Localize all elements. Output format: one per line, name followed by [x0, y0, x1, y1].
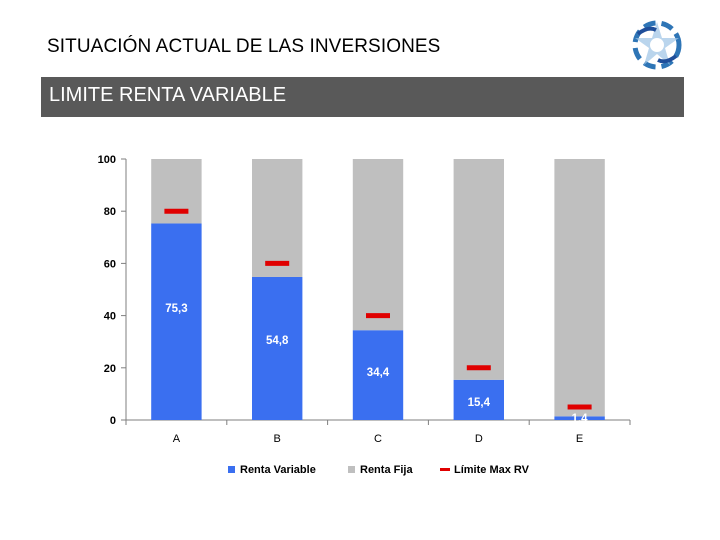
- legend-swatch-renta-fija: [348, 466, 355, 473]
- data-label: 54,8: [266, 335, 289, 347]
- y-tick-label: 100: [98, 154, 116, 166]
- bar-renta-variable: [151, 223, 202, 420]
- data-label: 75,3: [165, 303, 187, 315]
- y-tick-label: 80: [104, 206, 116, 218]
- y-tick-label: 0: [110, 415, 116, 427]
- chart-legend: Renta Variable Renta Fija Límite Max RV: [228, 464, 530, 476]
- legend-label-renta-fija: Renta Fija: [360, 464, 413, 476]
- bar-renta-fija: [352, 159, 404, 331]
- y-tick-label: 20: [104, 363, 116, 375]
- bar-renta-fija: [554, 159, 605, 417]
- legend-swatch-renta-variable: [228, 466, 235, 473]
- data-label: 15,4: [468, 397, 491, 409]
- y-tick-label: 60: [104, 258, 116, 270]
- bar-renta-fija: [453, 159, 504, 380]
- chart-bars: [151, 159, 605, 420]
- legend-label-renta-variable: Renta Variable: [240, 464, 316, 476]
- chart-data-labels: 75,3 54,8 34,4 15,4 1,4: [165, 303, 588, 425]
- bar-renta-variable: [252, 276, 303, 420]
- x-category-label: D: [475, 433, 483, 445]
- data-label: 34,4: [367, 367, 390, 379]
- bar-renta-variable: [554, 416, 605, 420]
- y-tick-label: 40: [104, 311, 116, 323]
- section-banner: LIMITE RENTA VARIABLE: [41, 77, 684, 117]
- banner-title: LIMITE RENTA VARIABLE: [49, 84, 287, 106]
- bar-renta-fija: [151, 159, 202, 224]
- bar-renta-fija: [252, 159, 303, 277]
- legend-label-limite: Límite Max RV: [454, 464, 530, 476]
- x-category-label: E: [576, 433, 583, 445]
- x-category-label: C: [374, 433, 382, 445]
- x-category-label: A: [173, 433, 181, 445]
- chart-limit-markers: [164, 208, 592, 410]
- data-label: 1,4: [572, 413, 589, 425]
- bar-renta-variable: [352, 330, 404, 420]
- x-category-label: B: [274, 433, 281, 445]
- chart-axes: 0 20 40 60 80 100 A B C D E: [98, 154, 631, 445]
- slide-title: SITUACIÓN ACTUAL DE LAS INVERSIONES: [47, 36, 441, 57]
- bar-renta-variable: [453, 379, 504, 420]
- hands-star-logo-icon: [632, 20, 682, 70]
